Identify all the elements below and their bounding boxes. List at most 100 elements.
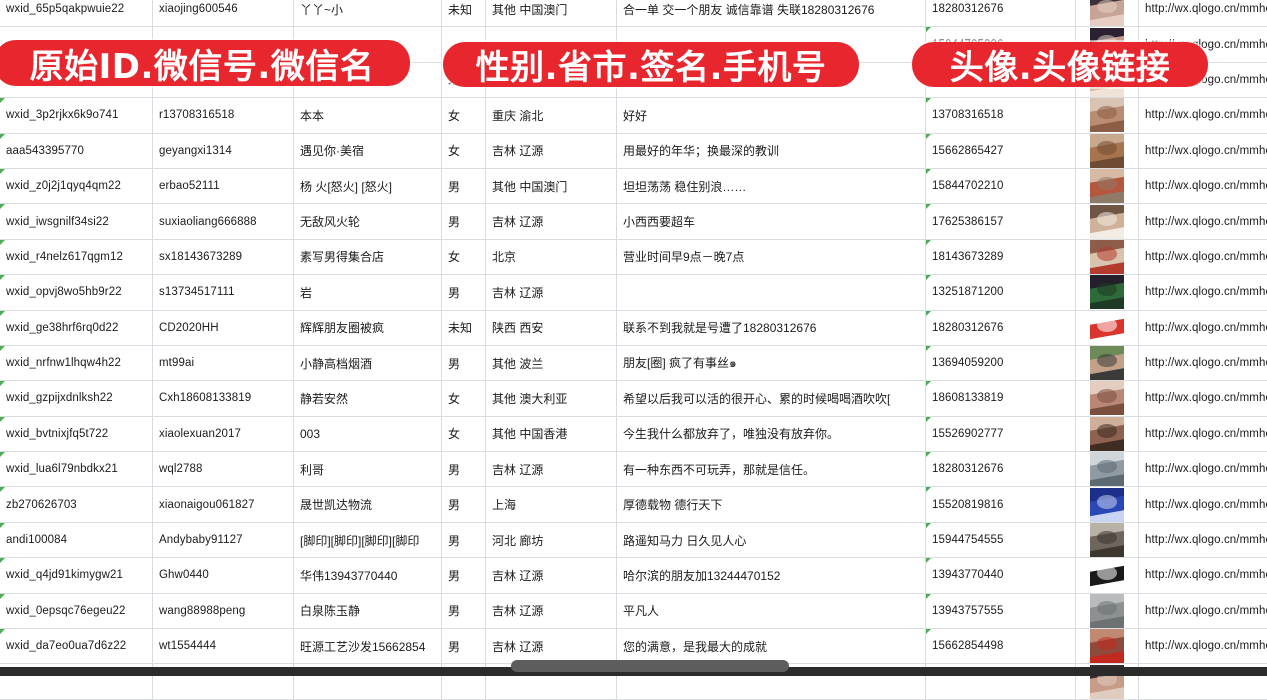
- cell-wx[interactable]: suxiaoliang666888: [153, 204, 294, 239]
- cell-avatar[interactable]: [1076, 381, 1139, 416]
- cell-prov[interactable]: 其他 中国香港: [486, 416, 617, 451]
- cell-prov[interactable]: 陕西 西安: [486, 310, 617, 345]
- cell-wx[interactable]: sx18143673289: [153, 239, 294, 274]
- cell-name[interactable]: 旺源工艺沙发15662854: [294, 629, 442, 664]
- cell-sex[interactable]: 男: [442, 487, 486, 522]
- cell-avatar-url[interactable]: http://wx.qlogo.cn/mmhead: [1139, 487, 1267, 522]
- cell-avatar[interactable]: [1076, 522, 1139, 557]
- cell-sex[interactable]: 男: [442, 168, 486, 203]
- cell-avatar-url[interactable]: http://wx.qlogo.cn/mmhead: [1139, 133, 1267, 168]
- cell-sex[interactable]: 男: [442, 452, 486, 487]
- cell-prov[interactable]: 其他 中国澳门: [486, 0, 617, 27]
- cell-id[interactable]: wxid_opvj8wo5hb9r22: [0, 275, 153, 310]
- cell-prov[interactable]: 吉林 辽源: [486, 558, 617, 593]
- cell-prov[interactable]: 其他 波兰: [486, 345, 617, 380]
- cell-prov[interactable]: 其他 澳大利亚: [486, 381, 617, 416]
- cell-avatar[interactable]: [1076, 629, 1139, 664]
- cell-id[interactable]: wxid_nrfnw1lhqw4h22: [0, 345, 153, 380]
- cell-id[interactable]: wxid_gzpijxdnlksh22: [0, 381, 153, 416]
- cell-sex[interactable]: 男: [442, 593, 486, 628]
- cell-phone[interactable]: 15520819816: [926, 487, 1076, 522]
- cell-prov[interactable]: 河北 廊坊: [486, 522, 617, 557]
- cell-id[interactable]: aaa543395770: [0, 133, 153, 168]
- cell-wx[interactable]: geyangxi1314: [153, 133, 294, 168]
- cell-avatar-url[interactable]: http://wx.qlogo.cn/mmhead: [1139, 310, 1267, 345]
- cell-name[interactable]: 无敌风火轮: [294, 204, 442, 239]
- cell-avatar[interactable]: [1076, 133, 1139, 168]
- cell-phone[interactable]: 13251871200: [926, 275, 1076, 310]
- cell-avatar-url[interactable]: http://wx.qlogo.cn/mmhead: [1139, 204, 1267, 239]
- cell-sign[interactable]: 小西西要超车: [617, 204, 926, 239]
- cell-sign[interactable]: 希望以后我可以活的很开心、累的时候喝喝酒吹吹[: [617, 381, 926, 416]
- cell-avatar-url[interactable]: http://wx.qlogo.cn/mmhead: [1139, 275, 1267, 310]
- cell-id[interactable]: wxid_bvtnixjfq5t722: [0, 416, 153, 451]
- cell-name[interactable]: 丫丫~小: [294, 0, 442, 27]
- cell-sex[interactable]: 男: [442, 345, 486, 380]
- cell-id[interactable]: wxid_q4jd91kimygw21: [0, 558, 153, 593]
- cell-avatar[interactable]: [1076, 593, 1139, 628]
- cell-name[interactable]: 白泉陈玉静: [294, 593, 442, 628]
- cell-name[interactable]: 素写男得集合店: [294, 239, 442, 274]
- cell-avatar[interactable]: [1076, 310, 1139, 345]
- cell-phone[interactable]: 18608133819: [926, 381, 1076, 416]
- cell-name[interactable]: 杨 火[怒火] [怒火]: [294, 168, 442, 203]
- cell-wx[interactable]: erbao52111: [153, 168, 294, 203]
- cell-wx[interactable]: s13734517111: [153, 275, 294, 310]
- cell-wx[interactable]: wang88988peng: [153, 593, 294, 628]
- cell-wx[interactable]: Cxh18608133819: [153, 381, 294, 416]
- cell-name[interactable]: 本本: [294, 98, 442, 133]
- cell-id[interactable]: wxid_r4nelz617qgm12: [0, 239, 153, 274]
- cell-wx[interactable]: Ghw0440: [153, 558, 294, 593]
- cell-avatar-url[interactable]: http://wx.qlogo.cn/mmhead: [1139, 452, 1267, 487]
- cell-phone[interactable]: 15844702210: [926, 168, 1076, 203]
- cell-phone[interactable]: 18280312676: [926, 310, 1076, 345]
- cell-wx[interactable]: Andybaby91127: [153, 522, 294, 557]
- cell-sex[interactable]: 女: [442, 133, 486, 168]
- cell-phone[interactable]: 13694059200: [926, 345, 1076, 380]
- cell-phone[interactable]: 13943770440: [926, 558, 1076, 593]
- cell-sex[interactable]: 未知: [442, 0, 486, 27]
- cell-phone[interactable]: 13943757555: [926, 593, 1076, 628]
- cell-avatar-url[interactable]: http://wx.qlogo.cn/mmhead: [1139, 239, 1267, 274]
- cell-phone[interactable]: 17625386157: [926, 204, 1076, 239]
- cell-avatar[interactable]: [1076, 168, 1139, 203]
- cell-name[interactable]: 晟世凯达物流: [294, 487, 442, 522]
- cell-prov[interactable]: 其他 中国澳门: [486, 168, 617, 203]
- cell-avatar[interactable]: [1076, 487, 1139, 522]
- cell-id[interactable]: wxid_0epsqc76egeu22: [0, 593, 153, 628]
- cell-id[interactable]: wxid_ge38hrf6rq0d22: [0, 310, 153, 345]
- cell-sex[interactable]: 男: [442, 275, 486, 310]
- cell-prov[interactable]: 北京: [486, 239, 617, 274]
- cell-phone[interactable]: 18280312676: [926, 452, 1076, 487]
- cell-prov[interactable]: 吉林 辽源: [486, 629, 617, 664]
- cell-phone[interactable]: 15526902777: [926, 416, 1076, 451]
- cell-prov[interactable]: 吉林 辽源: [486, 133, 617, 168]
- cell-wx[interactable]: xiaolexuan2017: [153, 416, 294, 451]
- cell-phone[interactable]: 13708316518: [926, 98, 1076, 133]
- cell-avatar[interactable]: [1076, 558, 1139, 593]
- cell-name[interactable]: 华伟13943770440: [294, 558, 442, 593]
- cell-avatar-url[interactable]: http://wx.qlogo.cn/mmhead: [1139, 629, 1267, 664]
- cell-sign[interactable]: 好好: [617, 98, 926, 133]
- cell-avatar[interactable]: [1076, 275, 1139, 310]
- cell-sex[interactable]: 女: [442, 381, 486, 416]
- cell-name[interactable]: 遇见你·美宿: [294, 133, 442, 168]
- cell-sign[interactable]: 哈尔滨的朋友加13244470152: [617, 558, 926, 593]
- cell-prov[interactable]: 重庆 渝北: [486, 98, 617, 133]
- cell-sex[interactable]: 女: [442, 239, 486, 274]
- cell-prov[interactable]: 吉林 辽源: [486, 275, 617, 310]
- cell-avatar-url[interactable]: http://wx.qlogo.cn/mmhead: [1139, 381, 1267, 416]
- cell-id[interactable]: wxid_65p5qakpwuie22: [0, 0, 153, 27]
- cell-sign[interactable]: 您的满意，是我最大的成就: [617, 629, 926, 664]
